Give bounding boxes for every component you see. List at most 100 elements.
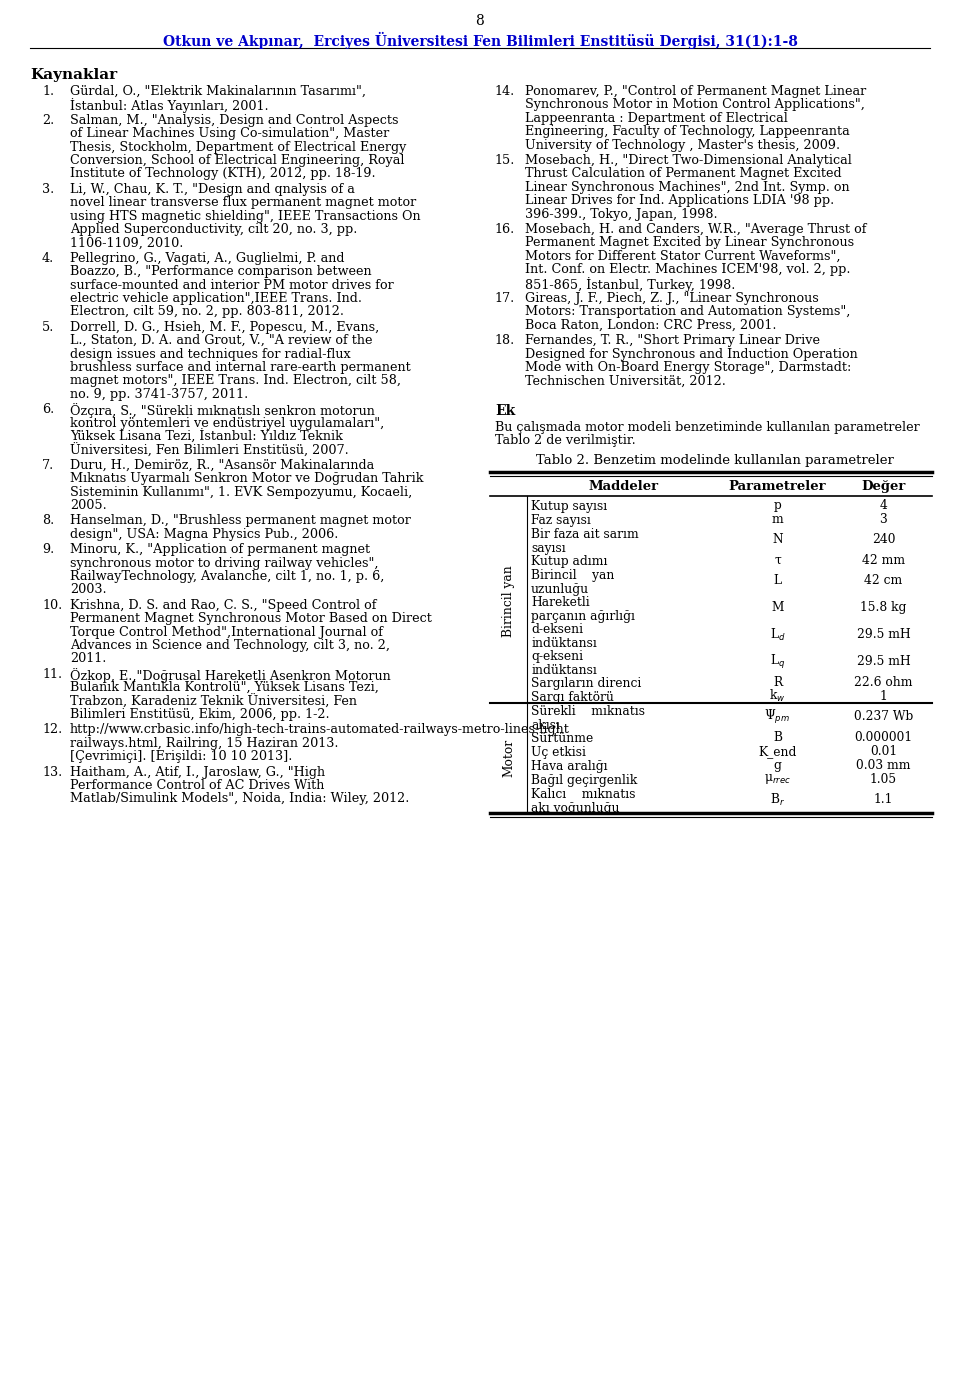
Text: İstanbul: Atlas Yayınları, 2001.: İstanbul: Atlas Yayınları, 2001. [70,98,269,113]
Text: Birincil yan: Birincil yan [502,565,515,636]
Text: Linear Synchronous Machines", 2nd Int. Symp. on: Linear Synchronous Machines", 2nd Int. S… [525,180,850,194]
Text: University of Technology , Master's thesis, 2009.: University of Technology , Master's thes… [525,138,840,151]
Text: Boca Raton, London: CRC Press, 2001.: Boca Raton, London: CRC Press, 2001. [525,319,777,331]
Text: 29.5 mH: 29.5 mH [856,656,910,668]
Text: Pellegrino, G., Vagati, A., Guglielmi, P. and: Pellegrino, G., Vagati, A., Guglielmi, P… [70,252,345,264]
Text: Kaynaklar: Kaynaklar [30,69,117,82]
Text: 8: 8 [475,14,485,28]
Text: novel linear transverse flux permanent magnet motor: novel linear transverse flux permanent m… [70,196,417,210]
Text: Kutup sayısı: Kutup sayısı [531,500,608,513]
Text: Dorrell, D. G., Hsieh, M. F., Popescu, M., Evans,: Dorrell, D. G., Hsieh, M. F., Popescu, M… [70,320,379,334]
Text: 11.: 11. [42,668,62,681]
Text: Sürekli    mıknatıs: Sürekli mıknatıs [531,706,645,719]
Text: Bağıl geçirgenlik: Bağıl geçirgenlik [531,774,637,787]
Text: Kutup adımı: Kutup adımı [531,555,608,569]
Text: Mosebach, H. and Canders, W.R., "Average Thrust of: Mosebach, H. and Canders, W.R., "Average… [525,224,867,236]
Text: Yüksek Lisana Tezi, İstanbul: Yıldız Teknik: Yüksek Lisana Tezi, İstanbul: Yıldız Tek… [70,431,343,445]
Text: Otkun ve Akpınar,  Erciyes Üniversitesi Fen Bilimleri Enstitüsü Dergisi, 31(1):1: Otkun ve Akpınar, Erciyes Üniversitesi F… [162,32,798,49]
Text: B$_r$: B$_r$ [770,791,785,808]
Text: 10.: 10. [42,598,62,612]
Text: Permanent Magnet Synchronous Motor Based on Direct: Permanent Magnet Synchronous Motor Based… [70,612,432,625]
Text: p: p [774,499,781,512]
Text: Bilimleri Enstitüsü, Ekim, 2006, pp. 1-2.: Bilimleri Enstitüsü, Ekim, 2006, pp. 1-2… [70,707,329,721]
Text: 18.: 18. [495,334,516,347]
Text: L$_d$: L$_d$ [770,626,785,643]
Text: Sürtünme: Sürtünme [531,733,593,745]
Text: 17.: 17. [495,292,516,305]
Text: Motors for Different Stator Current Waveforms",: Motors for Different Stator Current Wave… [525,250,841,263]
Text: Ψ$_{pm}$: Ψ$_{pm}$ [764,707,790,726]
Text: of Linear Machines Using Co-simulation", Master: of Linear Machines Using Co-simulation",… [70,127,389,140]
Text: 0.237 Wb: 0.237 Wb [853,710,913,723]
Text: Int. Conf. on Electr. Machines ICEM'98, vol. 2, pp.: Int. Conf. on Electr. Machines ICEM'98, … [525,263,851,277]
Text: no. 9, pp. 3741-3757, 2011.: no. 9, pp. 3741-3757, 2011. [70,387,249,401]
Text: Engineering, Faculty of Technology, Lappeenranta: Engineering, Faculty of Technology, Lapp… [525,126,850,138]
Text: 2011.: 2011. [70,653,107,665]
Text: http://www.crbasic.info/high-tech-trains-automated-railways-metro-lines-light: http://www.crbasic.info/high-tech-trains… [70,723,570,737]
Text: Faz sayısı: Faz sayısı [531,514,590,527]
Text: 15.8 kg: 15.8 kg [860,601,906,614]
Text: 1.1: 1.1 [874,793,893,807]
Text: Krishna, D. S. and Rao, C. S., "Speed Control of: Krishna, D. S. and Rao, C. S., "Speed Co… [70,598,376,612]
Text: Üniversitesi, Fen Bilimleri Enstitüsü, 2007.: Üniversitesi, Fen Bilimleri Enstitüsü, 2… [70,443,348,457]
Text: K_end: K_end [758,745,797,758]
Text: Fernandes, T. R., "Short Primary Linear Drive: Fernandes, T. R., "Short Primary Linear … [525,334,820,347]
Text: Maddeler: Maddeler [588,481,659,493]
Text: 1106-1109, 2010.: 1106-1109, 2010. [70,236,183,249]
Text: surface-mounted and interior PM motor drives for: surface-mounted and interior PM motor dr… [70,278,394,292]
Text: L$_q$: L$_q$ [770,653,785,671]
Text: indüktansı: indüktansı [531,664,597,677]
Text: design issues and techniques for radial-flux: design issues and techniques for radial-… [70,348,350,361]
Text: Bu çalışmada motor modeli benzetiminde kullanılan parametreler: Bu çalışmada motor modeli benzetiminde k… [495,421,920,433]
Text: Özkop, E.,"Doğrusal Hareketli Asenkron Motorun: Özkop, E.,"Doğrusal Hareketli Asenkron M… [70,668,391,682]
Text: d-ekseni: d-ekseni [531,624,583,636]
Text: 1.: 1. [42,85,54,98]
Text: Tablo 2 de verilmiştir.: Tablo 2 de verilmiştir. [495,435,636,447]
Text: Thrust Calculation of Permanent Magnet Excited: Thrust Calculation of Permanent Magnet E… [525,168,842,180]
Text: Sargı faktörü: Sargı faktörü [531,691,613,705]
Text: magnet motors", IEEE Trans. Ind. Electron, cilt 58,: magnet motors", IEEE Trans. Ind. Electro… [70,375,401,387]
Text: Duru, H., Demiröz, R., "Asansör Makinalarında: Duru, H., Demiröz, R., "Asansör Makinala… [70,459,374,471]
Text: 13.: 13. [42,766,62,779]
Text: Hava aralığı: Hava aralığı [531,761,608,773]
Text: 1.05: 1.05 [870,773,897,786]
Text: 15.: 15. [495,154,516,166]
Text: 3.: 3. [42,183,55,196]
Text: Sisteminin Kullanımı", 1. EVK Sempozyumu, Kocaeli,: Sisteminin Kullanımı", 1. EVK Sempozyumu… [70,485,412,499]
Text: 6.: 6. [42,403,55,417]
Text: Motor: Motor [502,740,515,777]
Text: 0.000001: 0.000001 [854,731,913,744]
Text: 0.01: 0.01 [870,745,897,758]
Text: Advances in Science and Technology, cilt 3, no. 2,: Advances in Science and Technology, cilt… [70,639,390,651]
Text: 14.: 14. [495,85,516,98]
Text: indüktansı: indüktansı [531,637,597,650]
Text: L: L [774,575,781,587]
Text: Li, W., Chau, K. T., "Design and qnalysis of a: Li, W., Chau, K. T., "Design and qnalysi… [70,183,355,196]
Text: Technischen Universität, 2012.: Technischen Universität, 2012. [525,375,726,387]
Text: 42 cm: 42 cm [864,575,902,587]
Text: g: g [774,759,781,772]
Text: Sargıların direnci: Sargıların direnci [531,677,641,691]
Text: Bir faza ait sarım: Bir faza ait sarım [531,528,638,541]
Text: Institute of Technology (KTH), 2012, pp. 18-19.: Institute of Technology (KTH), 2012, pp.… [70,168,375,180]
Text: brushless surface and internal rare-earth permanent: brushless surface and internal rare-eart… [70,361,411,375]
Text: Hanselman, D., "Brushless permanent magnet motor: Hanselman, D., "Brushless permanent magn… [70,514,411,527]
Text: Mosebach, H., "Direct Two-Dimensional Analytical: Mosebach, H., "Direct Two-Dimensional An… [525,154,852,166]
Text: Minoru, K., "Application of permanent magnet: Minoru, K., "Application of permanent ma… [70,544,371,556]
Text: 9.: 9. [42,544,55,556]
Text: Linear Drives for Ind. Applications LDIA '98 pp.: Linear Drives for Ind. Applications LDIA… [525,194,834,207]
Text: Designed for Synchronous and Induction Operation: Designed for Synchronous and Induction O… [525,348,857,361]
Text: Trabzon, Karadeniz Teknik Üniversitesi, Fen: Trabzon, Karadeniz Teknik Üniversitesi, … [70,695,357,709]
Text: 29.5 mH: 29.5 mH [856,628,910,642]
Text: 1: 1 [879,689,887,703]
Text: Thesis, Stockholm, Department of Electrical Energy: Thesis, Stockholm, Department of Electri… [70,141,406,154]
Text: 42 mm: 42 mm [862,554,905,566]
Text: Uç etkisi: Uç etkisi [531,747,586,759]
Text: uzunluğu: uzunluğu [531,583,589,597]
Text: electric vehicle application",IEEE Trans. Ind.: electric vehicle application",IEEE Trans… [70,292,362,305]
Text: 3: 3 [879,513,887,526]
Text: 4.: 4. [42,252,55,264]
Text: N: N [772,533,782,547]
Text: 2.: 2. [42,113,55,127]
Text: using HTS magnetic shielding", IEEE Transactions On: using HTS magnetic shielding", IEEE Tran… [70,210,420,222]
